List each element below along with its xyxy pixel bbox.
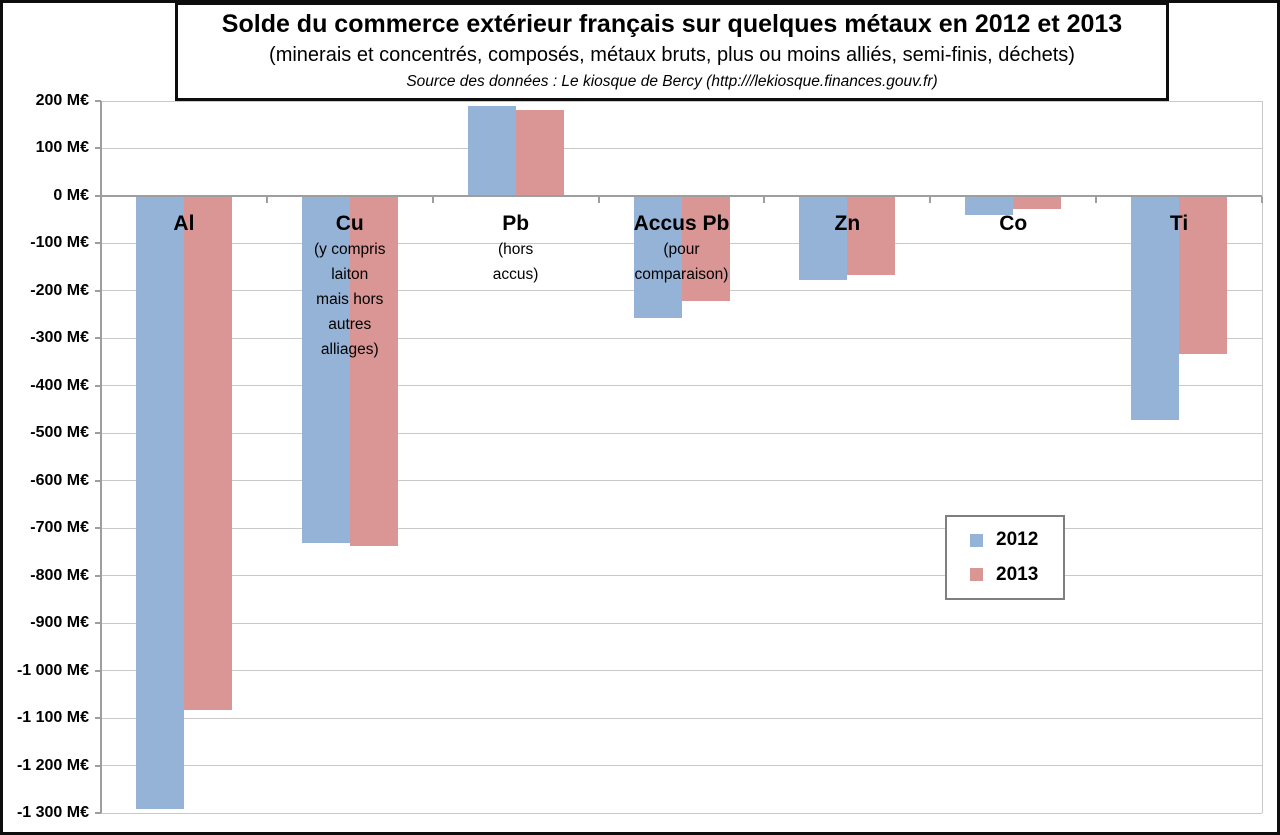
y-axis-tick <box>95 574 101 577</box>
y-tick-label: 0 M€ <box>53 186 89 204</box>
x-axis-tick <box>1095 196 1098 203</box>
category-label-main: Pb <box>502 211 530 235</box>
category-label-Co: Co <box>930 211 1096 237</box>
y-axis-tick <box>95 289 101 292</box>
gridline <box>101 575 1262 577</box>
legend-label-2013: 2013 <box>996 563 1039 585</box>
y-tick-label: -1 000 M€ <box>16 661 89 679</box>
y-tick-label: -1 200 M€ <box>16 756 89 774</box>
category-label-sub: (pour comparaison) <box>634 240 729 283</box>
chart-title: Solde du commerce extérieur français sur… <box>221 10 1123 38</box>
bar-2013-Co <box>1013 196 1062 209</box>
y-axis-tick <box>95 764 101 767</box>
bar-2013-Pb <box>515 110 564 196</box>
x-axis-zero-line <box>101 194 1262 197</box>
category-label-Ti: Ti <box>1096 211 1262 237</box>
category-label-Accus Pb: Accus Pb (pour comparaison) <box>599 211 765 287</box>
bar-2012-Al <box>135 196 184 810</box>
x-axis-tick <box>265 196 268 203</box>
category-label-main: Zn <box>834 211 861 235</box>
y-tick-label: -600 M€ <box>30 471 89 489</box>
y-tick-label: -200 M€ <box>30 281 89 299</box>
category-label-Zn: Zn <box>764 211 930 237</box>
gridline <box>101 480 1262 482</box>
y-tick-label: -300 M€ <box>30 329 89 347</box>
x-axis-tick <box>431 196 434 203</box>
legend-item-2013: 2013 <box>947 564 1063 586</box>
gridline <box>101 670 1262 672</box>
chart-title-box: Solde du commerce extérieur français sur… <box>175 3 1169 101</box>
y-tick-label: -1 100 M€ <box>16 709 89 727</box>
category-label-sub: (hors accus) <box>492 240 539 283</box>
bar-2012-Cu <box>301 196 350 544</box>
category-label-Cu: Cu (y compris laiton mais hors autres all… <box>267 211 433 362</box>
x-axis-tick <box>100 196 102 203</box>
category-label-sub: (y compris laiton mais hors autres allia… <box>314 240 386 358</box>
gridline <box>101 765 1262 767</box>
gridline <box>101 622 1262 624</box>
y-axis-tick <box>95 194 101 197</box>
y-axis-tick <box>95 527 101 530</box>
y-axis-tick <box>95 100 101 102</box>
category-label-main: Co <box>999 211 1028 235</box>
y-tick-label: -900 M€ <box>30 614 89 632</box>
gridline <box>101 432 1262 434</box>
y-axis-tick <box>95 432 101 435</box>
category-label-main: Cu <box>335 211 364 235</box>
gridline <box>101 337 1262 339</box>
y-tick-label: -1 300 M€ <box>16 804 89 821</box>
y-axis-tick <box>95 717 101 720</box>
x-axis-tick <box>597 196 600 203</box>
gridline <box>101 812 1262 814</box>
y-tick-label: -700 M€ <box>30 519 89 537</box>
bar-2013-Al <box>183 196 232 710</box>
legend-swatch-2013 <box>970 568 983 582</box>
bar-2012-Ti <box>1131 196 1180 420</box>
category-label-main: Al <box>173 211 195 235</box>
y-tick-label: 100 M€ <box>35 139 89 157</box>
y-axis-tick <box>95 812 101 814</box>
legend-swatch-2012 <box>970 533 983 547</box>
y-tick-label: -800 M€ <box>30 566 89 584</box>
y-tick-label: 200 M€ <box>35 92 89 109</box>
gridline <box>101 527 1262 529</box>
bar-2012-Zn <box>799 196 848 280</box>
y-axis-tick <box>95 479 101 482</box>
bar-2012-Pb <box>467 105 516 196</box>
gridline <box>101 385 1262 387</box>
legend: 2012 2013 <box>945 515 1065 600</box>
bar-2013-Accus Pb <box>681 196 730 302</box>
chart-source: Source des données : Le kiosque de Bercy… <box>406 73 938 90</box>
bar-2013-Ti <box>1179 196 1228 354</box>
category-label-Al: Al <box>101 211 267 237</box>
y-axis-tick <box>95 622 101 625</box>
category-label-main: Ti <box>1169 211 1189 235</box>
y-axis-tick <box>95 337 101 340</box>
legend-item-2012: 2012 <box>947 529 1063 551</box>
y-tick-label: -400 M€ <box>30 376 89 394</box>
x-axis-tick <box>763 196 766 203</box>
gridline <box>101 147 1262 149</box>
category-label-main: Accus Pb <box>633 211 730 235</box>
legend-label-2012: 2012 <box>996 529 1039 551</box>
y-axis-line <box>100 101 102 813</box>
chart-subtitle: (minerais et concentrés, composés, métau… <box>269 44 1075 66</box>
y-axis-tick <box>95 147 101 150</box>
gridline <box>101 100 1262 102</box>
y-tick-label: -100 M€ <box>30 234 89 252</box>
bar-2013-Cu <box>349 196 398 546</box>
x-axis-tick <box>1261 196 1263 203</box>
y-tick-label: -500 M€ <box>30 424 89 442</box>
gridline <box>101 717 1262 719</box>
bar-2012-Co <box>965 196 1014 215</box>
bar-2013-Zn <box>847 196 896 276</box>
y-axis-tick <box>95 242 101 245</box>
x-axis-tick <box>929 196 932 203</box>
category-label-Pb: Pb (hors accus) <box>433 211 599 287</box>
plot-right-border <box>1262 101 1263 813</box>
y-axis-tick <box>95 669 101 672</box>
y-axis-tick <box>95 384 101 387</box>
bar-2012-Accus Pb <box>633 196 682 318</box>
